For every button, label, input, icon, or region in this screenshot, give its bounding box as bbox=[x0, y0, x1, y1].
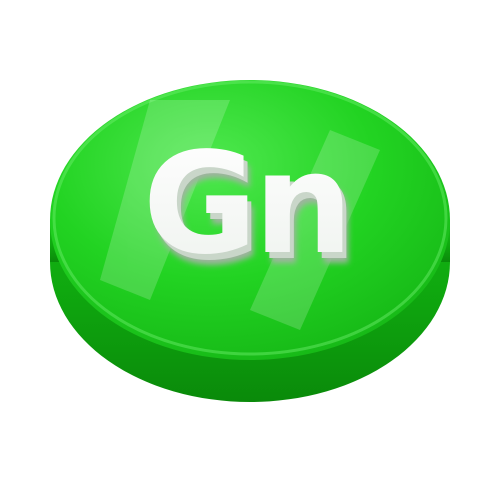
label-shadow: Gn bbox=[149, 134, 356, 297]
app-icon-label: Gn bbox=[143, 123, 350, 286]
coin-face-highlight bbox=[52, 80, 448, 356]
gloss-bands bbox=[100, 100, 380, 330]
coin-face bbox=[50, 80, 450, 360]
label-depth: Gn bbox=[147, 129, 354, 292]
